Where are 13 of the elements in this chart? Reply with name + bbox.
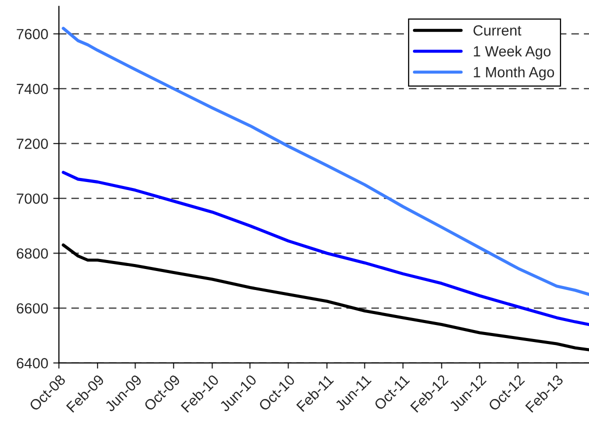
y-tick-label: 6600 <box>16 303 48 314</box>
legend-label: Current <box>474 25 522 36</box>
line-series <box>62 170 589 326</box>
legend-label: 1 Week Ago <box>474 46 551 60</box>
line-series <box>62 243 589 352</box>
y-tick-label: 6800 <box>16 248 48 259</box>
y-tick-label: 7400 <box>16 84 48 94</box>
line-series <box>62 26 589 296</box>
y-tick-label: 7200 <box>16 138 48 149</box>
y-tick-label: 6400 <box>16 358 48 368</box>
y-tick-label: 7600 <box>16 28 48 40</box>
legend-label: 1 Month Ago <box>474 66 554 80</box>
y-tick-label: 7000 <box>16 193 48 204</box>
